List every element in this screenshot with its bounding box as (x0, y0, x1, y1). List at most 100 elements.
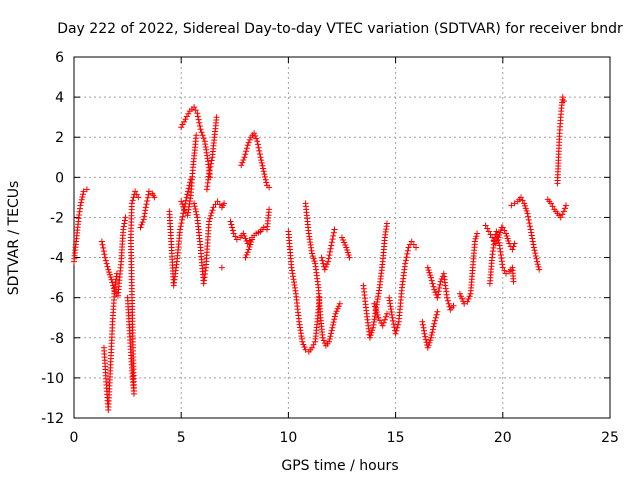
data-point-marker (243, 145, 250, 152)
data-point-marker (192, 206, 199, 212)
data-point-marker (207, 163, 214, 170)
y-tick-label: 0 (55, 170, 64, 186)
data-point-marker (196, 123, 203, 129)
data-point-marker (395, 321, 401, 328)
data-point-marker (435, 291, 442, 298)
data-point-marker (324, 261, 330, 268)
data-point-marker (511, 200, 518, 207)
data-point-marker (437, 281, 443, 288)
data-point-marker (244, 142, 251, 149)
data-point-marker (260, 224, 267, 231)
data-point-marker (79, 194, 86, 200)
data-point-marker (179, 213, 186, 220)
data-point-marker (104, 263, 111, 270)
data-point-marker (372, 303, 378, 310)
data-point-marker (530, 244, 537, 251)
data-point-marker (178, 124, 185, 131)
data-point-marker (300, 341, 307, 348)
data-point-marker (113, 270, 120, 277)
data-point-marker (511, 240, 518, 247)
data-point-marker (509, 246, 516, 253)
data-point-marker (249, 236, 255, 243)
data-point-marker (191, 200, 198, 207)
data-point-marker (177, 226, 184, 233)
data-point-marker (372, 306, 379, 313)
data-point-marker (185, 110, 192, 117)
data-point-marker (431, 320, 438, 327)
data-point-marker (384, 310, 390, 317)
data-point-marker (233, 236, 240, 243)
data-point-marker (432, 317, 438, 324)
data-point-marker (80, 191, 86, 198)
data-point-marker (431, 286, 438, 293)
data-point-marker (534, 258, 541, 265)
data-point-marker (444, 294, 451, 301)
data-point-marker (207, 212, 214, 219)
data-point-marker (129, 197, 136, 204)
data-point-marker (389, 314, 396, 321)
data-point-marker (563, 202, 569, 209)
data-point-marker (491, 235, 498, 242)
data-point-marker (196, 119, 203, 126)
data-point-marker (472, 235, 479, 242)
data-point-marker (450, 302, 457, 309)
data-point-marker (183, 194, 190, 201)
data-point-marker (183, 113, 190, 120)
data-point-marker (77, 202, 84, 209)
data-point-marker (195, 116, 202, 123)
data-point-marker (328, 239, 335, 246)
data-point-marker (508, 202, 515, 209)
data-point-marker (255, 141, 261, 148)
data-point-marker (464, 298, 471, 305)
data-point-marker (330, 321, 336, 328)
data-point-marker (78, 199, 85, 206)
data-point-marker (435, 288, 442, 295)
data-point-marker (146, 188, 152, 195)
data-point-marker (346, 254, 353, 261)
y-tick-label: -6 (50, 291, 64, 307)
data-point-marker (120, 223, 127, 230)
data-point-marker (422, 333, 429, 340)
data-point-marker (199, 132, 206, 139)
data-point-marker (429, 329, 436, 336)
data-point-marker (252, 132, 259, 139)
data-point-marker (536, 266, 543, 273)
y-tick-label: -8 (50, 331, 64, 347)
data-point-marker (192, 107, 199, 114)
data-point-marker (376, 317, 383, 324)
data-point-marker (535, 263, 542, 270)
data-point-marker (384, 220, 390, 227)
data-point-marker (229, 227, 236, 234)
data-point-marker (379, 322, 386, 329)
y-axis: -12 -10 -8 -6 -4 -2 0 2 4 6 (41, 50, 610, 427)
data-point-marker (374, 311, 381, 318)
data-point-marker (329, 324, 336, 331)
data-point-marker (430, 283, 437, 290)
data-point-marker (429, 326, 436, 333)
data-point-marker (256, 151, 263, 158)
data-point-marker (253, 135, 260, 142)
data-point-marker (319, 257, 326, 264)
data-point-marker (145, 191, 152, 198)
data-point-marker (390, 321, 397, 328)
data-point-marker (330, 229, 337, 236)
data-point-marker (321, 266, 328, 273)
data-point-marker (525, 213, 532, 220)
data-point-marker (135, 194, 142, 201)
data-point-marker (177, 223, 184, 230)
data-point-marker (532, 250, 539, 257)
y-tick-label: 6 (55, 50, 64, 66)
data-point-marker (336, 300, 343, 307)
data-point-marker (404, 250, 411, 257)
data-point-marker (258, 159, 265, 166)
x-tick-label: 20 (494, 430, 512, 446)
data-point-marker (238, 162, 245, 169)
data-point-marker (495, 239, 502, 246)
data-point-marker (381, 316, 388, 323)
data-point-marker (345, 252, 352, 258)
x-tick-label: 25 (601, 430, 619, 446)
data-point-marker (200, 135, 207, 142)
data-point-marker (122, 214, 129, 221)
data-point-marker (98, 238, 105, 245)
data-point-marker (137, 224, 144, 231)
